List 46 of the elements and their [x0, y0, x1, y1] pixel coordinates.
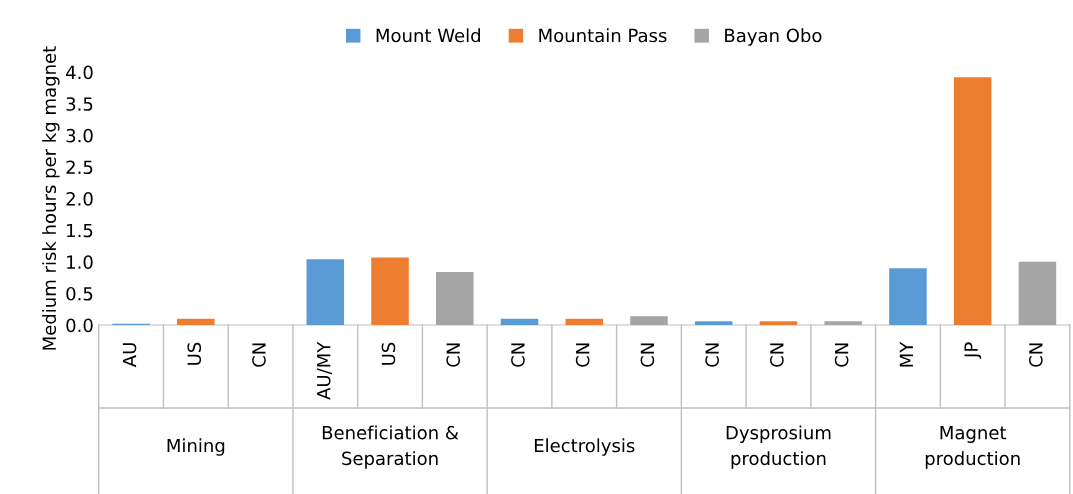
bar: [694, 321, 733, 326]
legend-label: Mountain Pass: [539, 28, 667, 43]
x-tick-label: AU: [122, 343, 137, 368]
y-tick-label: 0.5: [66, 286, 93, 301]
bar: [436, 271, 474, 326]
bar: [1018, 261, 1057, 326]
x-tick-label: AU/MY: [317, 341, 332, 400]
bar: [500, 318, 539, 326]
y-tick-label: 3.5: [66, 97, 93, 111]
y-tick-label: 2.5: [66, 160, 93, 175]
x-tick-label: CN: [511, 343, 525, 367]
bar: [953, 77, 992, 326]
y-tick-label: 1.5: [67, 223, 93, 238]
x-tick-label: US: [187, 342, 202, 365]
x-tick-label: CN: [834, 343, 849, 367]
y-tick-label: 1.0: [67, 255, 93, 269]
bar: [565, 318, 604, 326]
y-axis-title: Medium risk hours per kg magnet: [42, 46, 60, 350]
x-tick-label: CN: [640, 343, 655, 367]
text: Mining: [167, 438, 225, 456]
x-tick-label: MY: [899, 341, 913, 367]
legend-label: Bayan Obo: [725, 28, 822, 46]
bar: [306, 259, 345, 326]
text: Magnet production: [925, 426, 1020, 469]
bar: [630, 316, 668, 326]
y-tick-label: 0.0: [66, 318, 93, 333]
text: Electrolysis: [534, 438, 635, 456]
x-tick-label: CN: [705, 343, 719, 367]
x-tick-label: CN: [446, 343, 461, 367]
x-tick-label: CN: [1028, 343, 1043, 367]
y-tick-label: 2.0: [66, 192, 93, 206]
x-tick-label: CN: [575, 343, 590, 367]
text: Beneficiation & Separation: [322, 425, 459, 469]
bar: [759, 321, 798, 326]
legend-label: Mount Weld: [376, 28, 480, 43]
text: Dysprosium production: [726, 425, 831, 469]
x-tick-label: US: [381, 342, 396, 365]
bar: [824, 321, 862, 326]
y-tick-label: 4.0: [66, 65, 93, 80]
bar: [889, 268, 927, 326]
bar: [177, 318, 215, 326]
x-tick-label: CN: [770, 343, 784, 367]
bar: [371, 257, 409, 326]
x-tick-label: JP: [964, 342, 982, 359]
y-tick-label: 3.0: [66, 128, 93, 143]
x-tick-label: CN: [252, 343, 266, 367]
